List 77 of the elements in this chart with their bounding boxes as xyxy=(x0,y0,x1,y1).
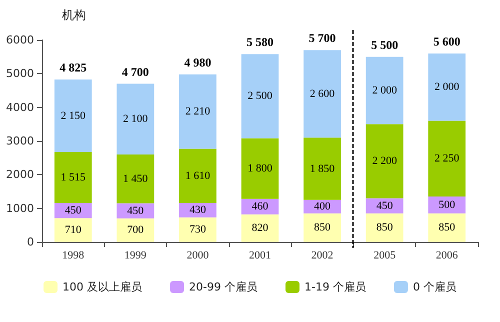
x-tick-label: 2005 xyxy=(374,250,396,262)
bar xyxy=(241,54,279,138)
y-tick-label: 4000 xyxy=(6,100,34,114)
x-tick-label: 2006 xyxy=(436,250,458,262)
y-tick-label: 6000 xyxy=(6,34,34,46)
legend-label: 1-19 个雇员 xyxy=(304,280,366,294)
y-tick-label: 2000 xyxy=(6,168,34,182)
bar xyxy=(179,74,216,149)
y-axis-title: 机构 xyxy=(62,8,86,22)
data-label: 2 600 xyxy=(310,88,336,100)
bar xyxy=(366,124,404,198)
data-label: 460 xyxy=(252,200,269,213)
bar xyxy=(54,152,92,203)
legend-label: 100 及以上雇员 xyxy=(62,280,142,294)
data-label: 1 610 xyxy=(185,170,211,182)
data-label: 2 250 xyxy=(434,152,460,165)
y-tick-label: 3000 xyxy=(6,134,34,148)
x-tick-label: 2000 xyxy=(186,250,210,262)
x-tick-label: 2001 xyxy=(249,250,271,262)
data-label: 400 xyxy=(314,200,332,213)
bar xyxy=(241,214,279,242)
data-label: 450 xyxy=(376,200,394,212)
data-label: 1 850 xyxy=(310,162,336,175)
bar xyxy=(304,213,341,242)
data-label: 2 100 xyxy=(123,113,148,126)
bar xyxy=(304,138,341,200)
total-label: 5 600 xyxy=(433,34,460,48)
bar xyxy=(366,213,404,242)
data-label: 700 xyxy=(127,224,144,236)
bar xyxy=(428,53,466,121)
data-label: 1 800 xyxy=(248,162,273,175)
bar xyxy=(428,196,466,214)
bar xyxy=(116,84,154,154)
legend-label: 20-99 个雇员 xyxy=(189,280,258,294)
data-label: 500 xyxy=(438,198,456,211)
total-label: 4 825 xyxy=(60,60,87,75)
bar xyxy=(428,213,466,242)
data-label: 820 xyxy=(252,222,269,234)
bar xyxy=(179,148,216,203)
data-label: 2 200 xyxy=(372,155,398,168)
bar xyxy=(304,50,341,138)
data-label: 2 150 xyxy=(60,110,86,122)
x-tick-label: 2002 xyxy=(311,250,334,262)
data-label: 850 xyxy=(376,222,394,234)
y-tick-label: 1000 xyxy=(6,202,34,215)
data-label: 710 xyxy=(64,224,82,236)
y-tick-label: 5000 xyxy=(6,67,34,80)
data-label: 2 500 xyxy=(248,90,273,102)
bar xyxy=(179,217,216,242)
data-label: 450 xyxy=(64,204,82,217)
bar xyxy=(241,138,279,199)
bar xyxy=(116,154,154,204)
data-label: 2 000 xyxy=(434,81,460,94)
total-label: 5 580 xyxy=(246,35,274,50)
data-label: 850 xyxy=(314,222,332,234)
bar xyxy=(54,218,92,242)
x-tick-label: 1998 xyxy=(62,250,85,262)
data-label: 730 xyxy=(189,224,206,236)
total-label: 5 500 xyxy=(371,38,398,52)
x-tick-label: 1999 xyxy=(124,250,147,262)
data-label: 1 515 xyxy=(60,171,86,184)
data-label: 1 450 xyxy=(123,172,148,185)
data-label: 2 210 xyxy=(185,106,211,118)
legend-label: 0 个雇员 xyxy=(412,280,456,294)
data-label: 850 xyxy=(438,222,456,234)
y-tick-label: 0 xyxy=(27,236,34,248)
bar xyxy=(54,80,92,152)
bar xyxy=(428,120,466,197)
total-label: 4 700 xyxy=(122,64,149,79)
total-label: 4 980 xyxy=(184,55,212,70)
data-label: 2 000 xyxy=(372,84,398,96)
bar xyxy=(366,56,404,124)
data-label: 430 xyxy=(189,204,206,216)
data-label: 450 xyxy=(127,204,144,217)
bar xyxy=(366,198,404,214)
bar xyxy=(116,218,154,242)
total-label: 5 700 xyxy=(308,31,336,46)
